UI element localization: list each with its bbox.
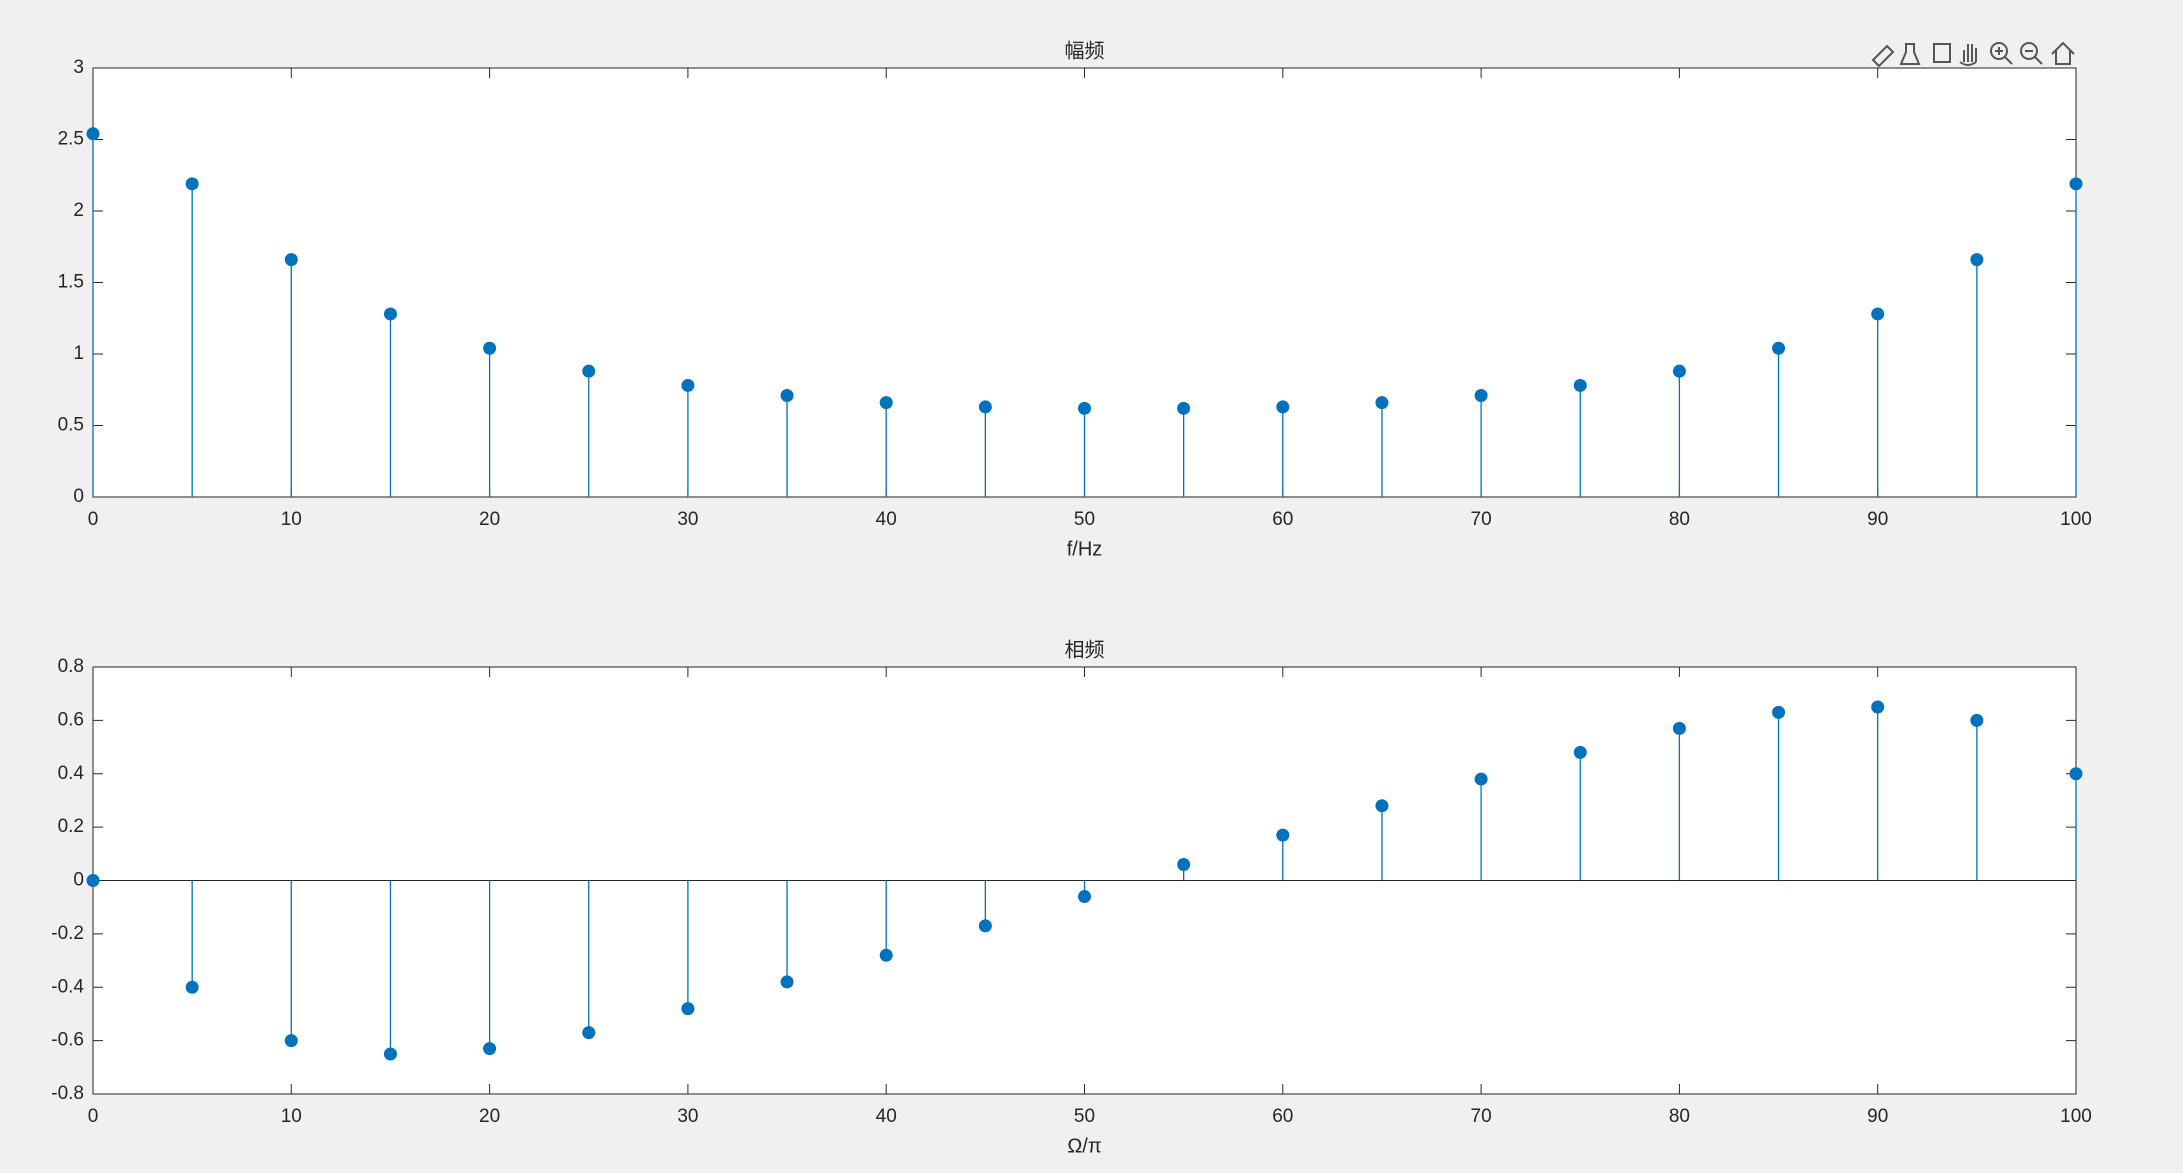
stem-marker [582,1026,596,1040]
stem-marker [284,1034,298,1048]
x-tick-label: 60 [1272,509,1293,530]
x-tick-label: 0 [88,509,99,530]
stem-marker [86,127,100,141]
stem-marker [1573,378,1587,392]
stem-marker [1375,396,1389,410]
zoom-in-icon[interactable] [1990,42,2008,60]
x-tick-label: 80 [1669,1106,1690,1127]
x-tick-label: 50 [1074,1106,1095,1127]
stem-marker [383,307,397,321]
stem-marker [879,948,893,962]
stem-marker [978,400,992,414]
stem-marker [1672,364,1686,378]
x-tick-label: 100 [2060,1106,2092,1127]
stem-marker [780,975,794,989]
stem-marker [185,177,199,191]
y-tick-label: 0.8 [58,656,84,677]
stem-marker [1474,388,1488,402]
stem-marker [1078,401,1091,415]
x-tick-label: 40 [876,1106,897,1127]
stem-marker [879,396,893,410]
x-tick-label: 70 [1471,509,1492,530]
stem-marker [284,253,298,267]
stem-marker [1276,828,1290,842]
stem-marker [1772,341,1786,355]
y-tick-label: -0.8 [51,1083,84,1104]
x-tick-label: 90 [1867,509,1888,530]
y-tick-label: 0.2 [58,816,84,837]
x-tick-label: 60 [1272,1106,1293,1127]
stem-marker [1871,700,1885,714]
stem-marker [483,341,497,355]
y-tick-label: 1.5 [58,272,84,293]
y-tick-label: 2 [73,200,84,221]
x-axis-label: Ω/π [1067,1135,1101,1157]
stem-marker [1078,890,1091,904]
y-tick-label: 0 [73,486,84,507]
zoom-out-icon[interactable] [2020,42,2038,60]
x-tick-label: 30 [677,509,698,530]
stem-marker [1573,745,1587,759]
y-tick-label: -0.2 [51,923,84,944]
stem-marker [1970,713,1984,727]
x-tick-label: 100 [2060,509,2092,530]
y-tick-label: 0.4 [58,763,85,784]
stem-marker [1177,401,1191,415]
stem-marker [681,1002,695,1016]
y-tick-label: 0.5 [58,415,84,436]
stem-marker [2069,177,2083,191]
stem-marker [1871,307,1885,321]
stem-marker [185,980,199,994]
x-tick-label: 80 [1669,509,1690,530]
brush-icon[interactable] [1871,44,1895,68]
y-tick-label: 1 [73,343,84,364]
stem-marker [1970,253,1984,267]
pan-icon[interactable] [1959,44,1977,66]
x-tick-label: 90 [1867,1106,1888,1127]
stem-marker [86,874,100,887]
x-tick-label: 20 [479,509,500,530]
y-tick-label: 0 [73,870,84,891]
stem-marker [582,364,596,378]
y-tick-label: 2.5 [58,129,84,150]
stem-marker [1375,799,1389,813]
stem-marker [978,919,992,933]
stem-marker [1772,705,1786,719]
x-tick-label: 70 [1471,1106,1492,1127]
chart-title: 相频 [1065,638,1105,661]
chart-title: 幅频 [1065,39,1105,62]
y-tick-label: 0.6 [58,709,84,730]
stem-marker [2069,767,2083,781]
stem-marker [1672,721,1686,735]
x-tick-label: 30 [677,1106,698,1127]
stem-marker [681,378,695,392]
stem-marker [780,388,794,402]
y-tick-label: 3 [73,57,84,78]
x-tick-label: 50 [1074,509,1095,530]
data-tip-icon[interactable] [1899,43,1921,65]
x-tick-label: 10 [281,1106,302,1127]
x-tick-label: 0 [88,1106,99,1127]
stem-marker [383,1047,397,1061]
stem-marker [1276,400,1290,414]
stem-marker [483,1042,497,1056]
home-icon[interactable] [2051,41,2075,65]
stem-marker [1474,772,1488,786]
y-tick-label: -0.6 [51,1030,84,1051]
stem-marker [1177,857,1191,871]
y-tick-label: -0.4 [51,976,84,997]
x-tick-label: 20 [479,1106,500,1127]
x-tick-label: 10 [281,509,302,530]
x-axis-label: f/Hz [1067,538,1103,560]
x-tick-label: 40 [876,509,897,530]
legend-icon[interactable] [1933,43,1951,63]
toolbar [1871,41,2075,68]
